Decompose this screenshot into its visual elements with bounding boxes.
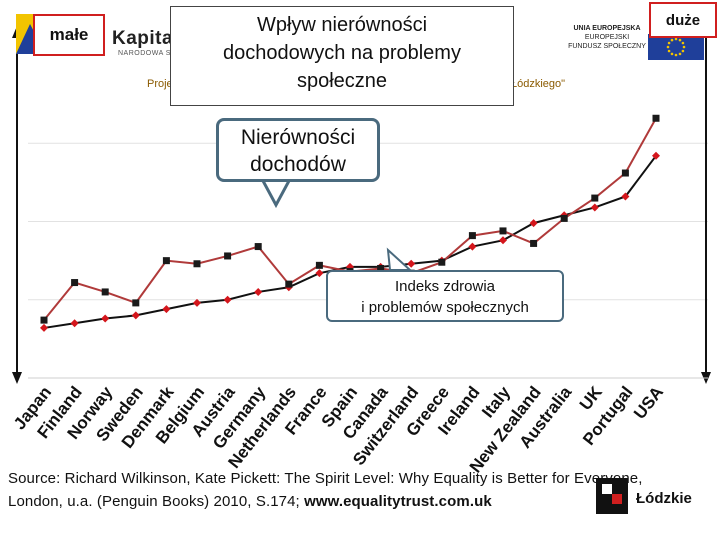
inequality-point [223, 295, 232, 304]
eu-star-icon [681, 49, 685, 53]
slide-title: Wpływ nierówności dochodowych na problem… [170, 6, 514, 106]
eu-star-icon [678, 38, 682, 42]
eu-star-icon [674, 37, 678, 41]
inequality-point [254, 287, 263, 296]
health-point [499, 227, 507, 235]
x-tick-label: USA [630, 383, 667, 423]
health-callout-line: Indeks zdrowia [394, 278, 496, 295]
health-point [132, 299, 140, 307]
lodzkie-label: Łódzkie [636, 490, 692, 507]
health-callout-line: i problemów społecznych [361, 299, 529, 316]
health-point [377, 264, 385, 272]
health-point [101, 288, 109, 296]
health-point [438, 258, 446, 266]
eu-star-icon [674, 53, 678, 57]
eu-title: UNIA EUROPEJSKA [573, 25, 641, 32]
x-tick-labels: JapanFinlandNorwaySwedenDenmarkBelgiumAu… [10, 382, 667, 476]
inequality-point [468, 242, 477, 251]
eu-star-icon [670, 52, 674, 56]
health-callout-tail [386, 247, 413, 271]
axes [12, 26, 711, 384]
arrow-head-down [12, 372, 22, 384]
title-line: społeczne [296, 70, 388, 92]
health-point [560, 214, 568, 222]
health-point [315, 261, 323, 269]
inequality-point [193, 298, 201, 307]
inequality-point [499, 236, 507, 245]
eu-star-icon [678, 52, 682, 56]
health-point [71, 279, 79, 287]
inequality-callout-tail [259, 177, 293, 209]
eu-sub1: EUROPEJSKI [584, 34, 630, 41]
health-callout: Indeks zdrowia i problemów społecznych [326, 270, 564, 322]
health-point [193, 260, 201, 268]
inequality-point [529, 219, 538, 228]
inequality-point [162, 305, 171, 314]
source-line-1: Source: Richard Wilkinson, Kate Pickett:… [8, 470, 643, 487]
health-point [591, 194, 599, 202]
health-point [254, 243, 262, 251]
health-point [40, 316, 48, 324]
health-point [285, 280, 293, 288]
health-point [621, 169, 629, 177]
health-point [652, 114, 660, 122]
eu-sub2: FUNDUSZ SPOŁECZNY [568, 43, 646, 50]
inequality-callout-line: Nierówności [240, 126, 356, 149]
inequality-point [590, 203, 599, 212]
inequality-point [70, 319, 79, 328]
source-publisher: London, u.a. (Penguin Books) 2010, S.174… [8, 493, 305, 510]
low-label-box: małe [33, 14, 105, 56]
eu-star-icon [670, 38, 674, 42]
inequality-point [315, 269, 324, 278]
health-point [162, 257, 170, 265]
source-url-link[interactable]: www.equalitytrust.com.uk [304, 493, 492, 510]
high-label-box: duże [649, 2, 717, 38]
inequality-point [101, 314, 110, 323]
lodzkie-logo [596, 478, 628, 514]
health-point [224, 252, 232, 260]
inequality-point [407, 259, 416, 268]
inequality-point [40, 323, 48, 332]
health-point [530, 239, 538, 247]
inequality-callout: Nierówności dochodów [216, 118, 380, 182]
eu-star-icon [666, 45, 670, 49]
inequality-point [652, 151, 660, 160]
eu-flag-icon [648, 34, 704, 60]
title-line: Wpływ nierówności [256, 14, 428, 36]
eu-text: UNIA EUROPEJSKA EUROPEJSKI FUNDUSZ SPOŁE… [568, 24, 646, 51]
health-point [468, 232, 476, 240]
inequality-callout-line: dochodów [250, 153, 346, 176]
source-line-2: London, u.a. (Penguin Books) 2010, S.174… [8, 493, 492, 510]
project-text-right: Łódzkiego" [511, 78, 566, 90]
title-line: dochodowych na problemy [223, 42, 461, 64]
eu-star-icon [667, 49, 671, 53]
inequality-point [131, 311, 140, 320]
eu-star-icon [667, 41, 671, 45]
eu-star-icon [682, 45, 686, 49]
eu-star-icon [681, 41, 685, 45]
inequality-point [621, 192, 630, 201]
project-text-left: Proje [147, 78, 173, 90]
